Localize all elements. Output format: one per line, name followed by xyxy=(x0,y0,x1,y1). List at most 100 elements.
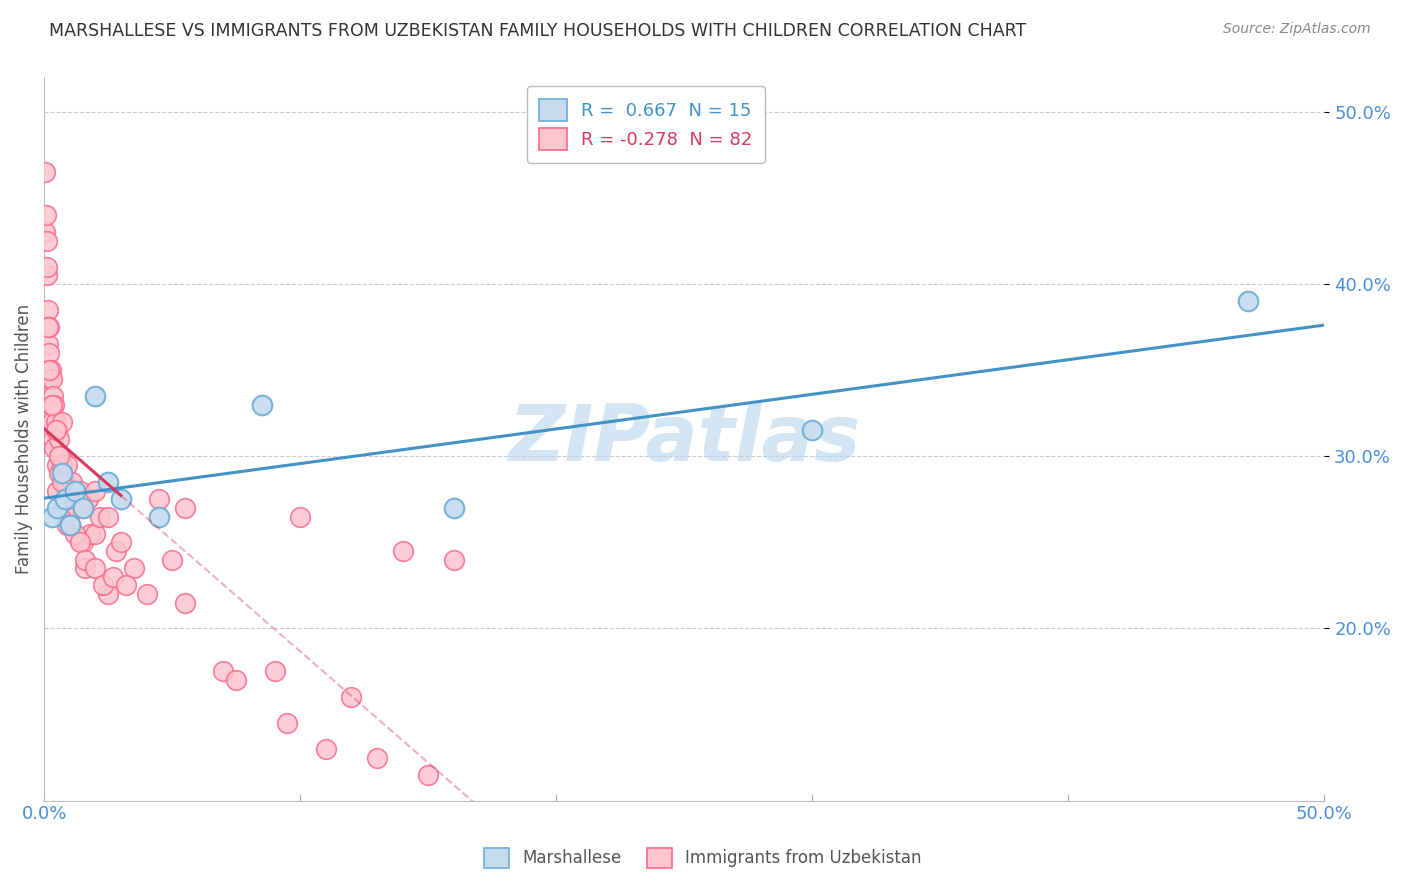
Point xyxy=(75,552,97,566)
Point xyxy=(97,587,120,601)
Point xyxy=(37,337,59,351)
Text: MARSHALLESE VS IMMIGRANTS FROM UZBEKISTAN FAMILY HOUSEHOLDS WITH CHILDREN CORREL: MARSHALLESE VS IMMIGRANTS FROM UZBEKISTA… xyxy=(49,22,1026,40)
Point xyxy=(276,716,298,731)
Point xyxy=(42,432,65,446)
Point xyxy=(53,500,76,515)
Point xyxy=(69,483,91,498)
Point xyxy=(122,561,145,575)
Point xyxy=(110,492,132,507)
Point xyxy=(69,535,91,549)
Point xyxy=(35,234,58,248)
Point xyxy=(41,509,63,524)
Point xyxy=(340,690,363,705)
Point xyxy=(38,320,60,334)
Point xyxy=(51,458,73,472)
Point xyxy=(45,415,67,429)
Point xyxy=(63,492,86,507)
Point xyxy=(84,526,107,541)
Point xyxy=(84,483,107,498)
Point xyxy=(56,458,79,472)
Point xyxy=(72,535,94,549)
Point xyxy=(44,441,66,455)
Point xyxy=(97,509,120,524)
Point xyxy=(51,467,73,481)
Point xyxy=(37,260,59,274)
Point xyxy=(39,363,62,377)
Point xyxy=(48,449,70,463)
Point xyxy=(38,363,60,377)
Point xyxy=(37,302,59,317)
Point xyxy=(135,587,157,601)
Point xyxy=(59,518,82,533)
Point xyxy=(41,372,63,386)
Point xyxy=(56,518,79,533)
Point xyxy=(225,673,247,687)
Point xyxy=(148,509,170,524)
Point xyxy=(174,500,197,515)
Point xyxy=(63,526,86,541)
Point xyxy=(76,492,98,507)
Point xyxy=(250,398,273,412)
Point xyxy=(84,561,107,575)
Point xyxy=(148,492,170,507)
Point xyxy=(160,552,183,566)
Point xyxy=(174,596,197,610)
Point xyxy=(51,475,73,489)
Point xyxy=(72,500,94,515)
Point xyxy=(38,346,60,360)
Legend: R =  0.667  N = 15, R = -0.278  N = 82: R = 0.667 N = 15, R = -0.278 N = 82 xyxy=(527,87,765,163)
Point xyxy=(212,665,235,679)
Point xyxy=(53,492,76,507)
Point xyxy=(45,458,67,472)
Point xyxy=(418,768,440,782)
Point xyxy=(39,398,62,412)
Point xyxy=(48,432,70,446)
Point xyxy=(89,509,111,524)
Point xyxy=(72,500,94,515)
Point xyxy=(391,544,413,558)
Y-axis label: Family Households with Children: Family Households with Children xyxy=(15,304,32,574)
Point xyxy=(45,483,67,498)
Point xyxy=(59,518,82,533)
Point xyxy=(75,561,97,575)
Point xyxy=(48,467,70,481)
Point xyxy=(35,208,58,222)
Point xyxy=(56,492,79,507)
Point xyxy=(45,500,67,515)
Point xyxy=(79,526,101,541)
Point xyxy=(41,415,63,429)
Point xyxy=(366,750,388,764)
Point xyxy=(34,226,56,240)
Legend: Marshallese, Immigrants from Uzbekistan: Marshallese, Immigrants from Uzbekistan xyxy=(478,841,928,875)
Point xyxy=(801,424,824,438)
Text: ZIPatlas: ZIPatlas xyxy=(508,401,860,477)
Text: Source: ZipAtlas.com: Source: ZipAtlas.com xyxy=(1223,22,1371,37)
Point xyxy=(45,424,67,438)
Point xyxy=(60,475,83,489)
Point xyxy=(35,268,58,283)
Point xyxy=(59,492,82,507)
Point xyxy=(59,518,82,533)
Point xyxy=(443,552,465,566)
Point xyxy=(443,500,465,515)
Point xyxy=(91,578,114,592)
Point xyxy=(44,398,66,412)
Point xyxy=(63,483,86,498)
Point xyxy=(34,165,56,179)
Point xyxy=(45,424,67,438)
Point xyxy=(1236,294,1258,309)
Point xyxy=(263,665,285,679)
Point xyxy=(42,389,65,403)
Point xyxy=(103,570,125,584)
Point xyxy=(37,320,59,334)
Point xyxy=(41,398,63,412)
Point xyxy=(66,500,89,515)
Point xyxy=(110,535,132,549)
Point xyxy=(315,742,337,756)
Point xyxy=(288,509,311,524)
Point xyxy=(115,578,138,592)
Point xyxy=(49,449,72,463)
Point xyxy=(38,372,60,386)
Point xyxy=(84,389,107,403)
Point xyxy=(104,544,127,558)
